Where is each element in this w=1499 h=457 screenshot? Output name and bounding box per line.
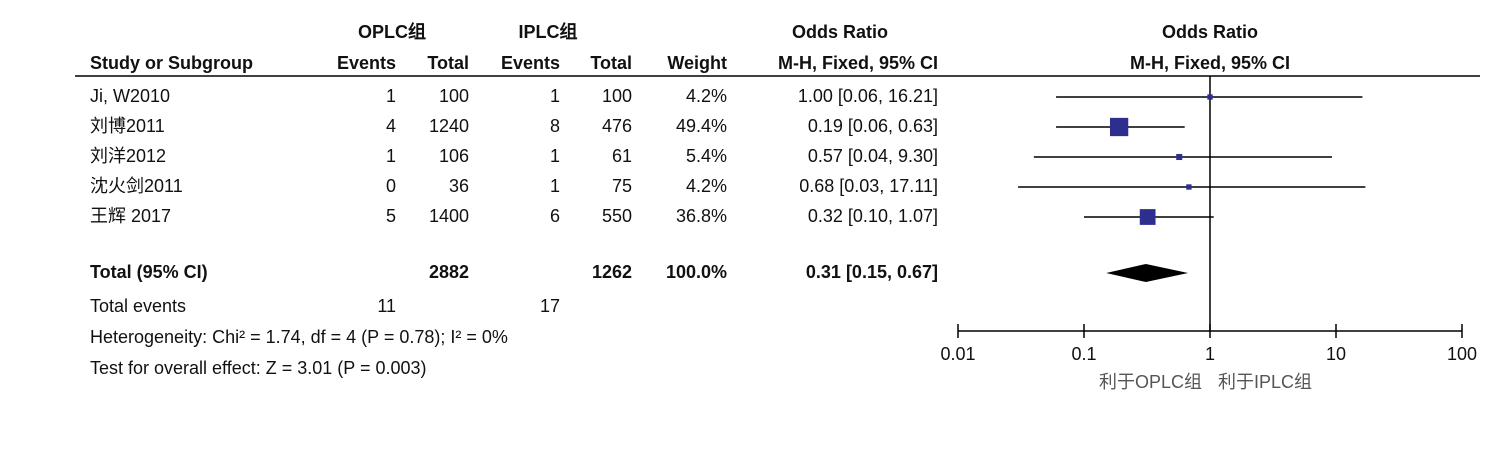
column-header: Events — [501, 53, 560, 73]
odds-ratio-label: 0.32 [0.10, 1.07] — [808, 206, 938, 226]
events: 6 — [550, 206, 560, 226]
weight: 36.8% — [676, 206, 727, 226]
group-header: IPLC组 — [518, 21, 577, 42]
total: 2882 — [429, 262, 469, 282]
total: 100 — [602, 86, 632, 106]
column-header: Total — [427, 53, 469, 73]
weight-square — [1139, 209, 1156, 225]
x-tick-label: 10 — [1326, 344, 1346, 364]
odds-ratio-label: 0.19 [0.06, 0.63] — [808, 116, 938, 136]
favours-label: 利于IPLC组 — [1218, 372, 1312, 392]
events: 1 — [386, 86, 396, 106]
x-tick-label: 1 — [1205, 344, 1215, 364]
or-header: Odds Ratio — [792, 22, 888, 42]
x-tick-label: 100 — [1447, 344, 1477, 364]
summary-diamond — [1106, 264, 1189, 282]
column-header: Weight — [667, 53, 727, 73]
weight: 4.2% — [686, 176, 727, 196]
odds-ratio-label: 0.68 [0.03, 17.11] — [799, 176, 938, 196]
odds-ratio-label: 0.31 [0.15, 0.67] — [806, 262, 938, 282]
total: 106 — [439, 146, 469, 166]
weight-square — [1186, 184, 1192, 190]
study-name: 沈火剑2011 — [90, 176, 183, 196]
events: 4 — [386, 116, 396, 136]
weight: 5.4% — [686, 146, 727, 166]
odds-ratio-label: 1.00 [0.06, 16.21] — [798, 86, 938, 106]
plot-subheader: M-H, Fixed, 95% CI — [1130, 53, 1290, 73]
events: 17 — [540, 296, 560, 316]
weight: 49.4% — [676, 116, 727, 136]
favours-label: 利于OPLC组 — [1099, 372, 1202, 392]
events: 0 — [386, 176, 396, 196]
x-tick-label: 0.01 — [940, 344, 975, 364]
weight-square — [1207, 94, 1213, 100]
events: 1 — [550, 86, 560, 106]
events: 11 — [377, 296, 396, 316]
study-name: 王辉 2017 — [90, 206, 171, 226]
heterogeneity: Heterogeneity: Chi² = 1.74, df = 4 (P = … — [90, 327, 508, 347]
weight: 100.0% — [666, 262, 727, 282]
total: 550 — [602, 206, 632, 226]
total-events-label: Total events — [90, 296, 186, 316]
total: 36 — [449, 176, 469, 196]
total: 1262 — [592, 262, 632, 282]
plot-header: Odds Ratio — [1162, 22, 1258, 42]
column-header: Study or Subgroup — [90, 53, 253, 73]
overall-effect: Test for overall effect: Z = 3.01 (P = 0… — [90, 358, 427, 378]
x-tick-label: 0.1 — [1071, 344, 1096, 364]
weight-square — [1109, 117, 1129, 137]
total: 61 — [612, 146, 632, 166]
total: 1400 — [429, 206, 469, 226]
events: 5 — [386, 206, 396, 226]
total-label: Total (95% CI) — [90, 262, 208, 282]
column-header: Events — [337, 53, 396, 73]
study-name: 刘博2011 — [90, 116, 165, 136]
events: 1 — [386, 146, 396, 166]
weight: 4.2% — [686, 86, 727, 106]
events: 1 — [550, 176, 560, 196]
or-subheader: M-H, Fixed, 95% CI — [778, 53, 938, 73]
weight-square — [1176, 153, 1183, 161]
odds-ratio-label: 0.57 [0.04, 9.30] — [808, 146, 938, 166]
events: 1 — [550, 146, 560, 166]
study-name: Ji, W2010 — [90, 86, 170, 106]
study-name: 刘洋2012 — [90, 146, 166, 166]
group-header: OPLC组 — [358, 21, 426, 42]
total: 75 — [612, 176, 632, 196]
total: 100 — [439, 86, 469, 106]
total: 1240 — [429, 116, 469, 136]
column-header: Total — [590, 53, 632, 73]
total: 476 — [602, 116, 632, 136]
events: 8 — [550, 116, 560, 136]
